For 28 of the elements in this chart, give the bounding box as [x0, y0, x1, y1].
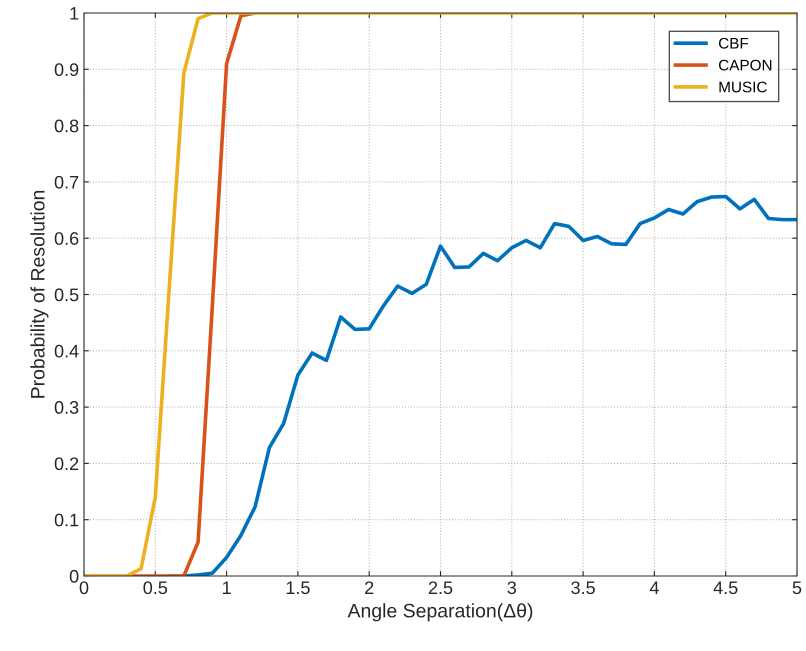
y-tick-label: 0.8 [54, 120, 78, 132]
y-axis-title: Probability of Resolution [30, 190, 48, 398]
x-tick-label: 0.5 [143, 581, 168, 594]
x-tick-label: 2 [365, 581, 374, 594]
legend-label: MUSIC [719, 82, 767, 92]
x-axis-title: Angle Separation(Δθ) [348, 603, 532, 622]
x-tick-label: 4 [650, 582, 659, 594]
legend-label: CAPON [719, 60, 772, 71]
x-tick-label: 4.5 [714, 582, 738, 594]
y-tick-label: 0.9 [54, 63, 78, 76]
x-tick-label: 1 [222, 582, 231, 594]
x-tick-label: 2.5 [428, 581, 452, 594]
y-tick-label: 0.4 [54, 344, 79, 358]
y-tick-label: 0.7 [54, 176, 78, 189]
y-tick-label: 0.6 [54, 232, 78, 245]
x-tick-label: 3.5 [571, 581, 595, 594]
x-tick-label: 0 [80, 581, 88, 594]
y-tick-label: 0.5 [54, 288, 78, 302]
x-tick-label: 3 [507, 581, 516, 594]
y-tick-label: 0.3 [54, 401, 78, 414]
y-tick-label: 0.2 [54, 457, 78, 470]
y-tick-label: 0 [70, 570, 78, 583]
legend-label: CBF [719, 38, 748, 49]
line-series [84, 13, 797, 576]
y-tick-label: 1 [70, 7, 78, 20]
x-tick-label: 1.5 [286, 582, 310, 594]
y-tick-label: 0.1 [54, 514, 78, 526]
x-tick-label: 5 [792, 582, 802, 594]
